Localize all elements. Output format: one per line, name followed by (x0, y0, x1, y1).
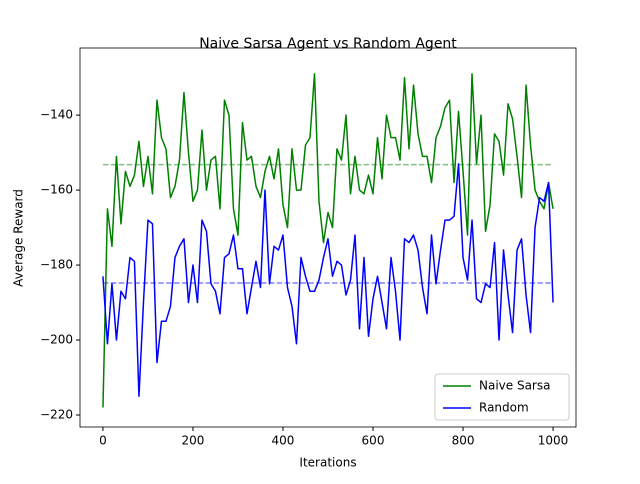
x-tick-label: 800 (452, 434, 475, 448)
y-tick-label: −180 (40, 258, 73, 272)
x-tick-label: 0 (99, 434, 107, 448)
data-line (102, 163, 554, 398)
x-tick-label: 200 (182, 434, 205, 448)
y-tick-label: −140 (40, 108, 73, 122)
axes-frame (79, 47, 577, 428)
data-line (102, 73, 554, 408)
legend-label: Naive Sarsa (479, 379, 550, 393)
y-axis-label: Average Reward (12, 189, 26, 287)
x-tick-label: 400 (272, 434, 295, 448)
x-tick-label: 1000 (538, 434, 569, 448)
y-tick-label: −220 (40, 408, 73, 422)
x-axis-label: Iterations (299, 456, 356, 470)
legend-label: Random (479, 401, 529, 415)
chart-title: Naive Sarsa Agent vs Random Agent (199, 36, 457, 52)
y-tick-label: −160 (40, 183, 73, 197)
y-tick-label: −200 (40, 333, 73, 347)
x-tick-label: 600 (362, 434, 385, 448)
